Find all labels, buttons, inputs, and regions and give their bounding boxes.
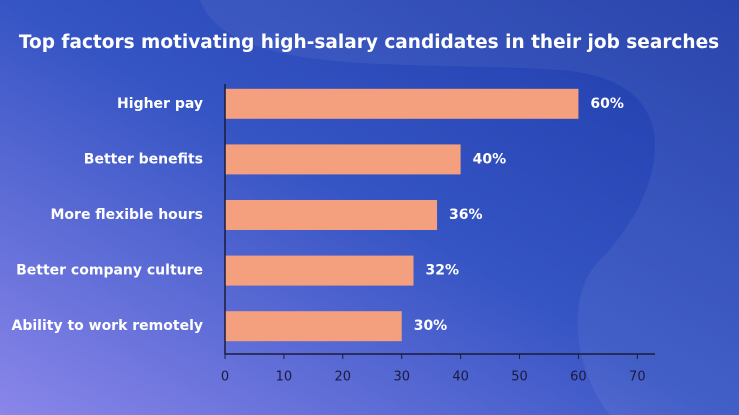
bar	[225, 88, 579, 119]
x-tick-label: 60	[570, 370, 587, 385]
bar	[225, 144, 461, 175]
value-label: 32%	[425, 263, 459, 279]
category-label: Ability to work remotely	[12, 318, 204, 334]
x-tick-label: 10	[276, 370, 293, 385]
bar	[225, 200, 438, 230]
value-label: 30%	[414, 318, 448, 334]
x-tick-label: 0	[221, 370, 229, 385]
category-label: Better company culture	[16, 263, 203, 279]
x-tick-label: 40	[452, 370, 469, 385]
x-tick-label: 70	[629, 370, 646, 385]
bar	[225, 255, 414, 286]
bar	[225, 311, 402, 342]
category-label: Better benefits	[84, 151, 203, 167]
category-label: More flexible hours	[50, 207, 203, 223]
value-label: 40%	[473, 151, 507, 167]
background-shape	[200, 0, 739, 415]
chart-title: Top factors motivating high-salary candi…	[19, 32, 719, 53]
x-tick-label: 30	[393, 370, 410, 385]
value-label: 36%	[449, 207, 483, 223]
x-tick-label: 50	[511, 370, 528, 385]
category-label: Higher pay	[117, 96, 203, 112]
value-label: 60%	[590, 96, 624, 112]
x-tick-label: 20	[335, 370, 352, 385]
